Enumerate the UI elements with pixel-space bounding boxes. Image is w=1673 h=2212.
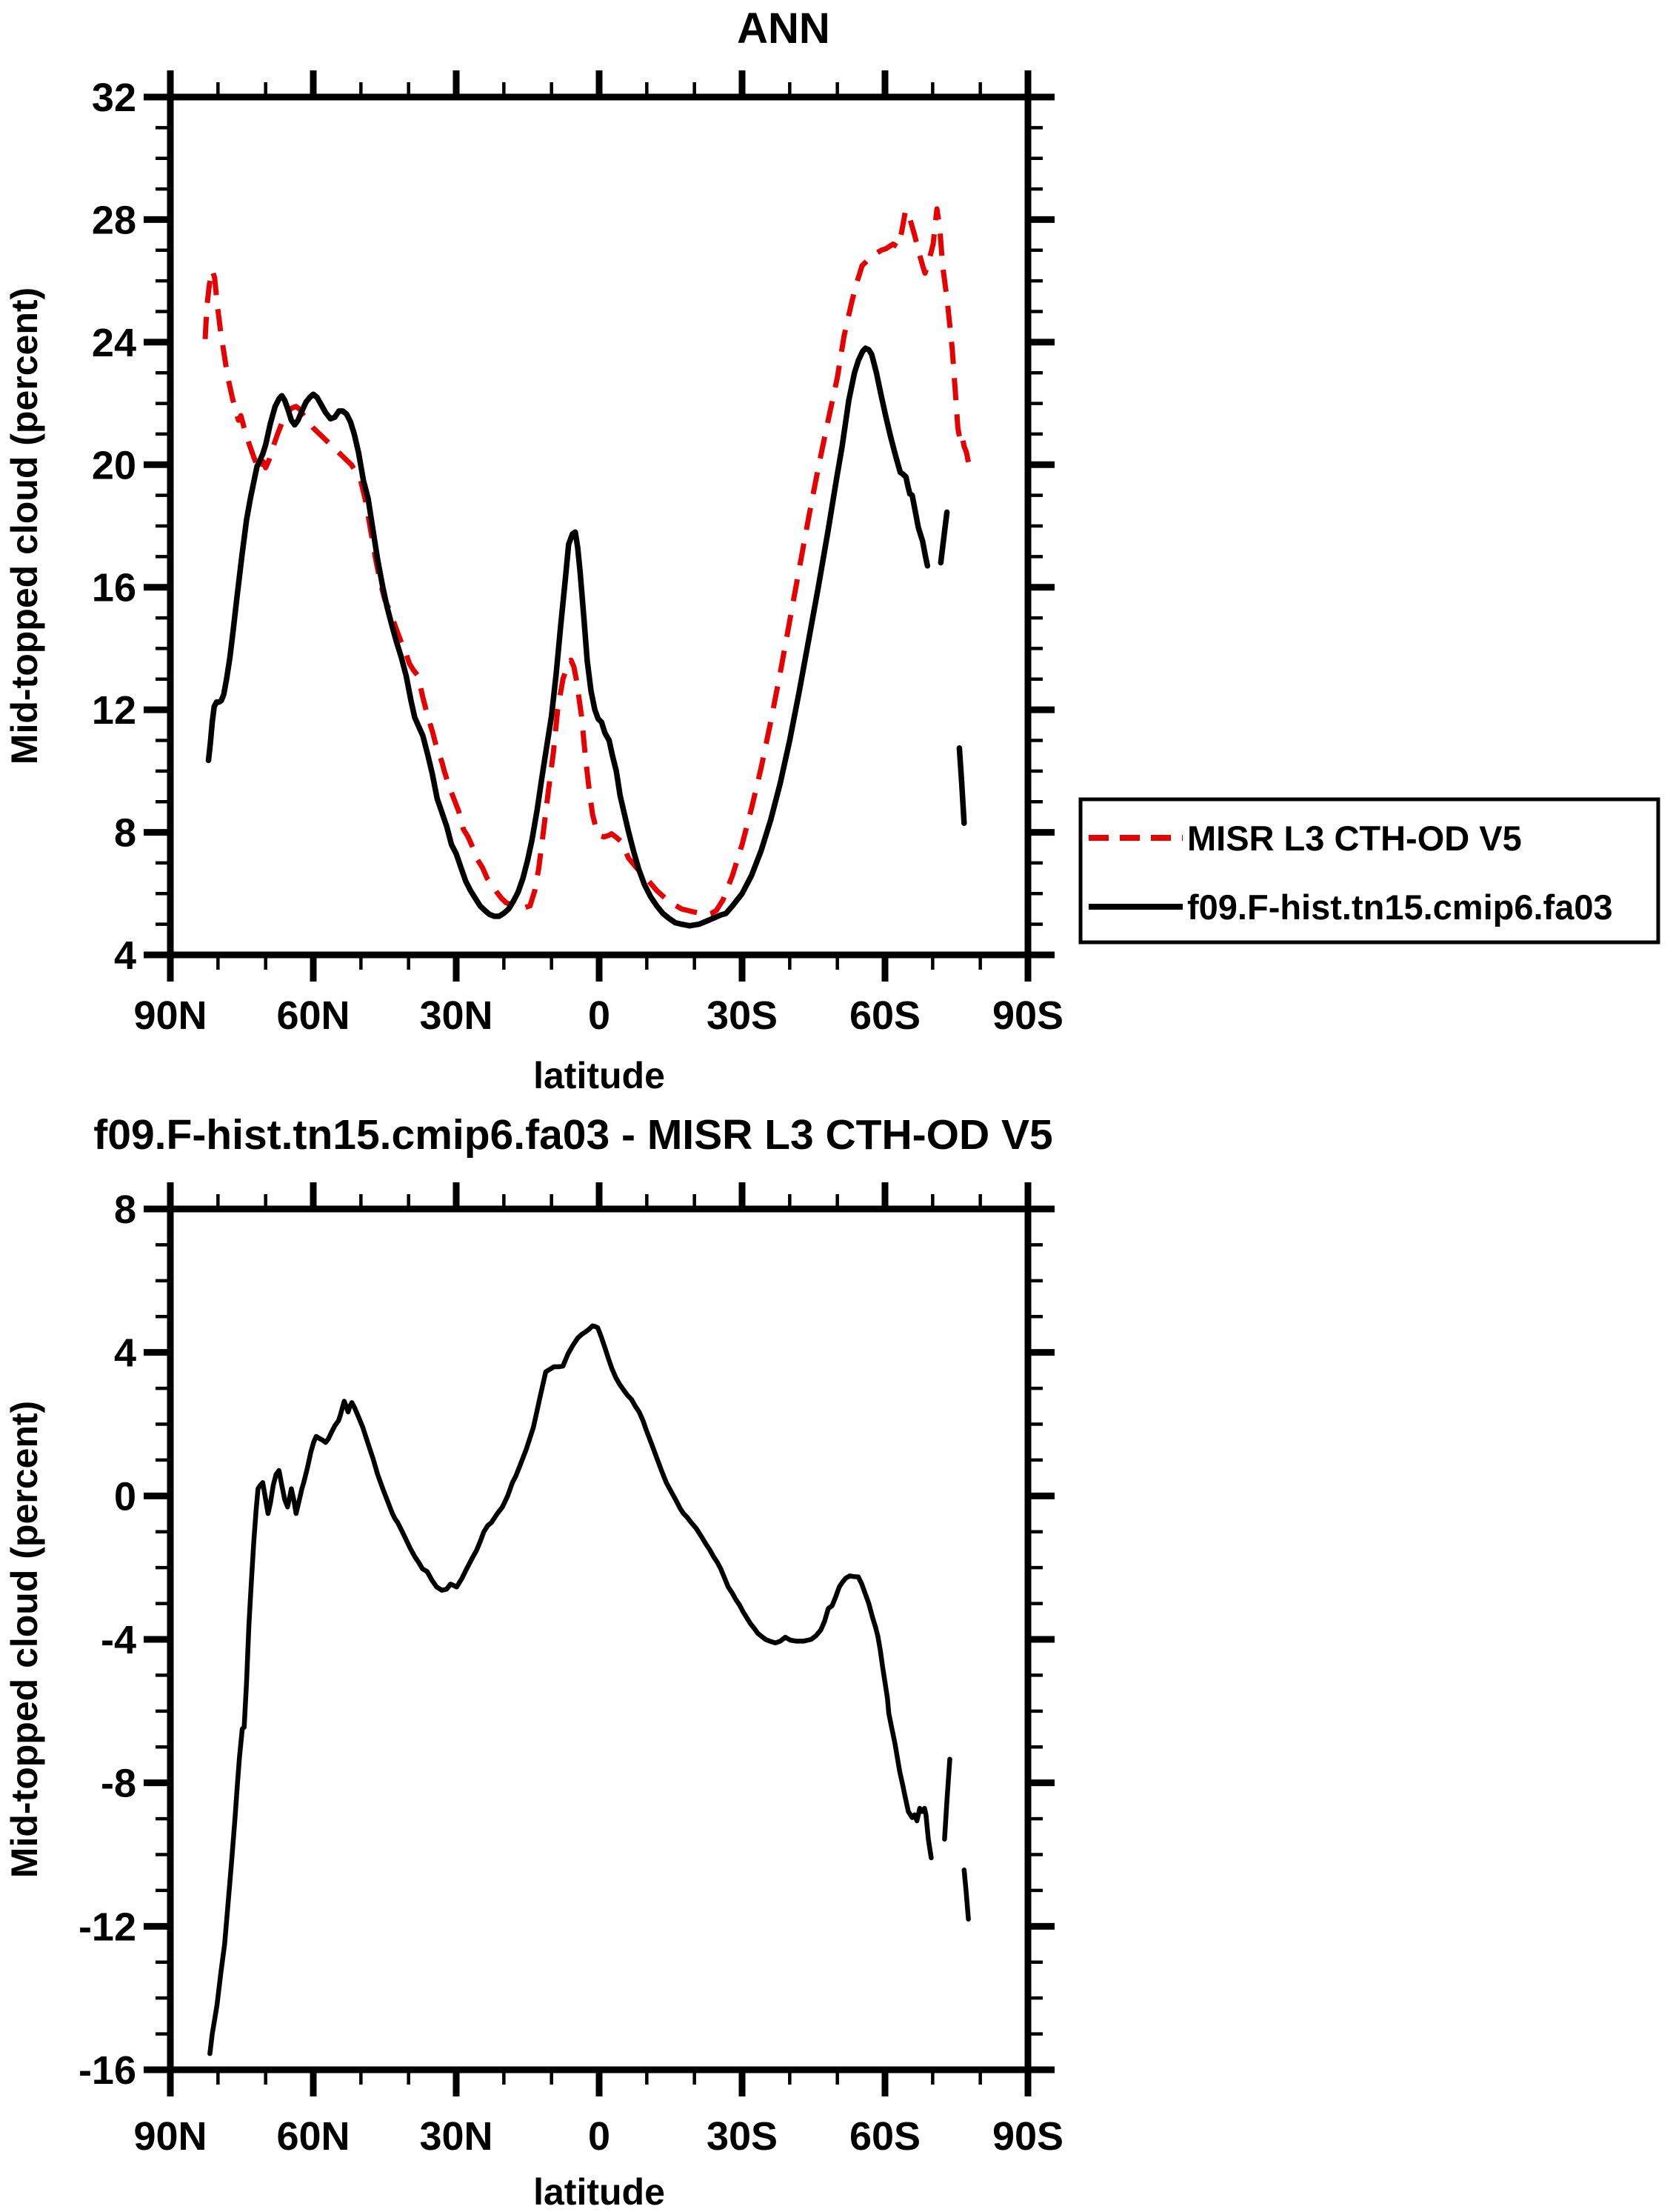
series-0-segment-0-curve bbox=[202, 206, 972, 918]
plot-frame bbox=[167, 93, 1032, 959]
y-tick-label: 12 bbox=[92, 688, 136, 733]
y-tick-label: 4 bbox=[114, 1331, 136, 1376]
y-tick-label: 0 bbox=[114, 1474, 136, 1519]
x-tick-label: 90S bbox=[992, 993, 1063, 1038]
series-0-segment-1-curve bbox=[942, 1756, 952, 1842]
y-tick-label: 16 bbox=[92, 566, 136, 610]
y-tick-label: -12 bbox=[79, 1905, 136, 1949]
legend-box bbox=[1078, 797, 1660, 945]
x-tick-label: 60S bbox=[849, 2114, 921, 2159]
top-chart-axes: 90N 60N 30N 0 30S 60S 90S 32 28 24 20 16 12 8 4 bbox=[92, 70, 1063, 1038]
top-chart-title: ANN bbox=[737, 4, 830, 53]
y-tick-label: 20 bbox=[92, 443, 136, 487]
y-tick-label: 4 bbox=[114, 933, 136, 978]
x-tick-label: 30S bbox=[707, 993, 778, 1038]
legend: MISR L3 CTH-OD V5 f09.F-hist.tn15.cmip6.… bbox=[1078, 797, 1660, 945]
x-tick-label: 30N bbox=[419, 2114, 492, 2159]
bottom-chart-xlabel: latitude bbox=[533, 2171, 665, 2212]
y-tick-label: -8 bbox=[101, 1762, 136, 1806]
series-1-segment-1-curve bbox=[938, 509, 950, 566]
y-tick-label: 8 bbox=[114, 811, 136, 856]
series-1-segment-0-curve bbox=[205, 345, 931, 929]
x-tick-label: 90S bbox=[992, 2114, 1063, 2159]
x-tick-label: 30N bbox=[419, 993, 492, 1038]
y-tick-label: -16 bbox=[79, 2048, 136, 2093]
y-tick-label: 8 bbox=[114, 1187, 136, 1232]
x-tick-label: 60S bbox=[849, 993, 921, 1038]
top-chart-xlabel: latitude bbox=[533, 1055, 665, 1096]
x-tick-label: 90N bbox=[133, 2114, 207, 2159]
x-tick-label: 0 bbox=[588, 993, 610, 1038]
x-tick-label: 30S bbox=[707, 2114, 778, 2159]
y-tick-label: -4 bbox=[101, 1618, 136, 1662]
legend-f09-label: f09.F-hist.tn15.cmip6.fa03 bbox=[1187, 887, 1613, 927]
bottom-chart-title: f09.F-hist.tn15.cmip6.fa03 - MISR L3 CTH… bbox=[93, 1111, 1052, 1159]
x-tick-label: 60N bbox=[276, 993, 350, 1038]
bottom-chart-axes: 90N 60N 30N 0 30S 60S 90S 8 4 0 -4 -8 -12 -16 bbox=[79, 1182, 1063, 2159]
series-0-segment-0-curve bbox=[207, 1323, 934, 2056]
y-tick-label: 28 bbox=[92, 198, 136, 242]
y-tick-label: 24 bbox=[92, 321, 136, 365]
top-chart-ylabel: Mid-topped cloud (percent) bbox=[4, 287, 45, 764]
series-1-segment-2-curve bbox=[956, 745, 967, 826]
series-0-segment-2-curve bbox=[961, 1868, 971, 1922]
x-tick-label: 60N bbox=[276, 2114, 350, 2159]
x-tick-label: 90N bbox=[133, 993, 207, 1038]
top-chart-curves bbox=[202, 206, 972, 929]
bottom-chart-ylabel: Mid-topped cloud (percent) bbox=[4, 1401, 45, 1878]
legend-misr-label: MISR L3 CTH-OD V5 bbox=[1187, 819, 1522, 858]
bottom-chart-curves bbox=[207, 1323, 971, 2056]
x-tick-label: 0 bbox=[588, 2114, 610, 2159]
y-tick-label: 32 bbox=[92, 76, 136, 120]
